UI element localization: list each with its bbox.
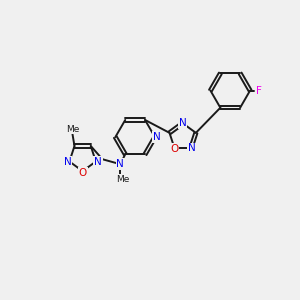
Text: N: N bbox=[116, 159, 124, 169]
Text: O: O bbox=[79, 168, 87, 178]
Text: Me: Me bbox=[66, 125, 79, 134]
Text: O: O bbox=[170, 144, 179, 154]
Text: N: N bbox=[153, 132, 161, 142]
Text: N: N bbox=[179, 118, 187, 128]
Text: N: N bbox=[64, 157, 71, 166]
Text: F: F bbox=[256, 85, 262, 96]
Text: N: N bbox=[188, 143, 196, 153]
Text: Me: Me bbox=[117, 175, 130, 184]
Text: N: N bbox=[94, 157, 102, 166]
